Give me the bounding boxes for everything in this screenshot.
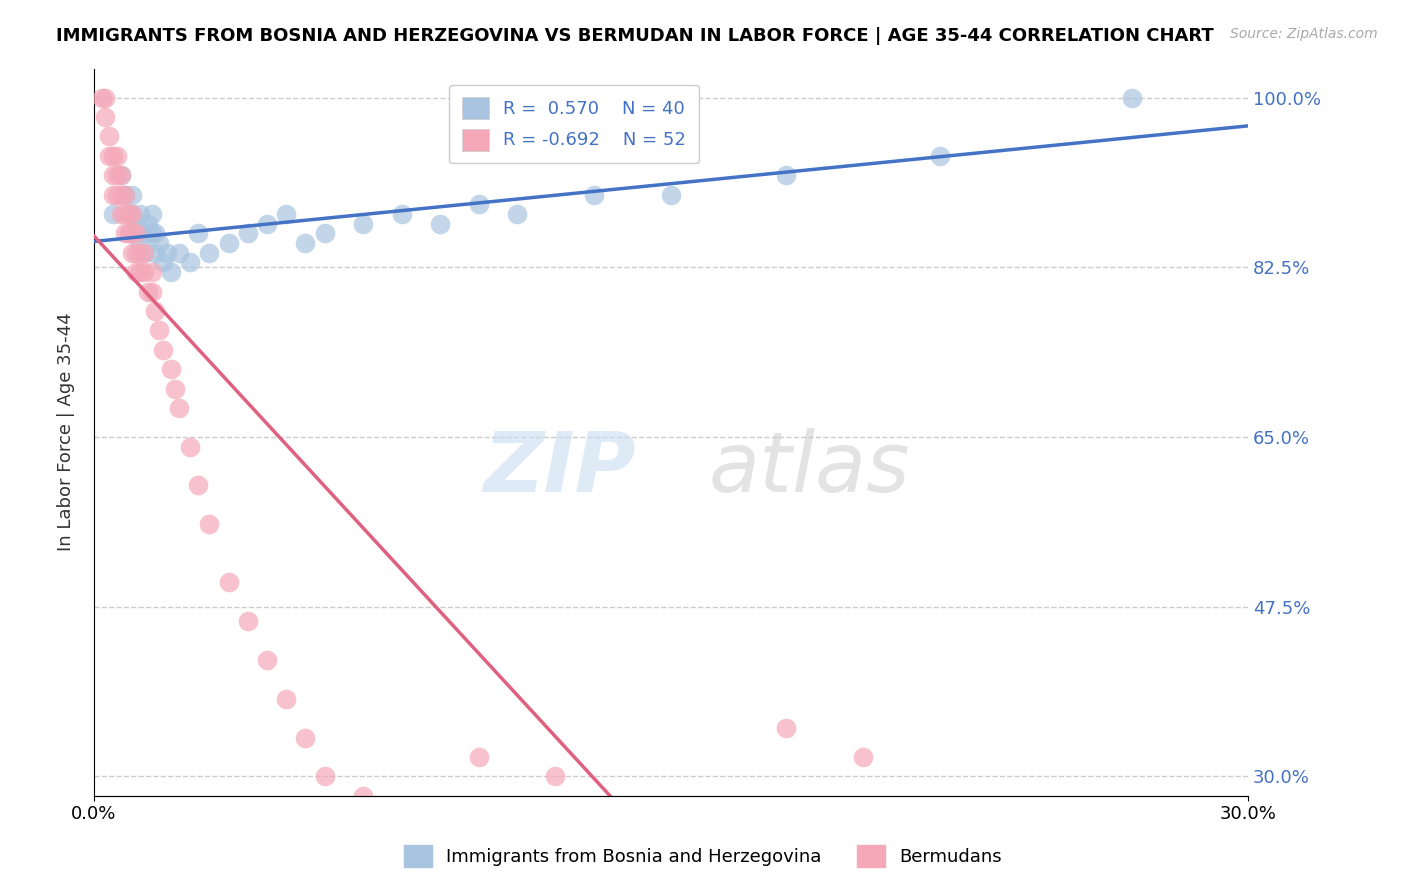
- Point: [198, 245, 221, 260]
- Point: [187, 478, 209, 492]
- Point: [117, 227, 139, 241]
- Point: [110, 168, 132, 182]
- Point: [121, 207, 143, 221]
- Point: [129, 265, 152, 279]
- Point: [141, 285, 163, 299]
- Point: [132, 245, 155, 260]
- Point: [187, 227, 209, 241]
- Point: [544, 769, 567, 783]
- Point: [98, 149, 121, 163]
- Point: [117, 227, 139, 241]
- Point: [218, 235, 240, 250]
- Text: ZIP: ZIP: [484, 428, 637, 509]
- Point: [105, 149, 128, 163]
- Point: [110, 187, 132, 202]
- Point: [276, 207, 298, 221]
- Point: [121, 187, 143, 202]
- Point: [101, 149, 124, 163]
- Point: [160, 362, 183, 376]
- Point: [506, 207, 529, 221]
- Point: [852, 750, 875, 764]
- Point: [129, 245, 152, 260]
- Point: [132, 227, 155, 241]
- Point: [121, 227, 143, 241]
- Point: [148, 323, 170, 337]
- Point: [352, 789, 374, 803]
- Point: [156, 245, 179, 260]
- Point: [129, 235, 152, 250]
- Point: [276, 691, 298, 706]
- Point: [145, 245, 167, 260]
- Point: [90, 90, 112, 104]
- Point: [179, 440, 201, 454]
- Text: IMMIGRANTS FROM BOSNIA AND HERZEGOVINA VS BERMUDAN IN LABOR FORCE | AGE 35-44 CO: IMMIGRANTS FROM BOSNIA AND HERZEGOVINA V…: [56, 27, 1213, 45]
- Legend: Immigrants from Bosnia and Herzegovina, Bermudans: Immigrants from Bosnia and Herzegovina, …: [396, 838, 1010, 874]
- Point: [314, 769, 336, 783]
- Point: [929, 149, 952, 163]
- Point: [94, 90, 117, 104]
- Y-axis label: In Labor Force | Age 35-44: In Labor Force | Age 35-44: [58, 313, 75, 551]
- Point: [132, 245, 155, 260]
- Point: [110, 168, 132, 182]
- Point: [167, 245, 190, 260]
- Point: [125, 227, 148, 241]
- Text: atlas: atlas: [709, 428, 910, 509]
- Point: [152, 255, 174, 269]
- Point: [121, 245, 143, 260]
- Point: [198, 517, 221, 532]
- Point: [148, 235, 170, 250]
- Point: [114, 187, 136, 202]
- Point: [775, 721, 797, 735]
- Point: [659, 187, 682, 202]
- Point: [163, 382, 186, 396]
- Point: [141, 265, 163, 279]
- Point: [314, 227, 336, 241]
- Point: [141, 227, 163, 241]
- Point: [132, 265, 155, 279]
- Text: Source: ZipAtlas.com: Source: ZipAtlas.com: [1230, 27, 1378, 41]
- Point: [145, 227, 167, 241]
- Point: [256, 217, 278, 231]
- Point: [125, 245, 148, 260]
- Point: [236, 227, 259, 241]
- Point: [141, 207, 163, 221]
- Point: [218, 575, 240, 590]
- Legend: R =  0.570    N = 40, R = -0.692    N = 52: R = 0.570 N = 40, R = -0.692 N = 52: [449, 85, 699, 163]
- Point: [352, 217, 374, 231]
- Point: [125, 217, 148, 231]
- Point: [160, 265, 183, 279]
- Point: [114, 187, 136, 202]
- Point: [256, 653, 278, 667]
- Point: [294, 235, 316, 250]
- Point: [294, 731, 316, 745]
- Point: [467, 750, 489, 764]
- Point: [467, 197, 489, 211]
- Point: [429, 217, 451, 231]
- Point: [105, 187, 128, 202]
- Point: [110, 207, 132, 221]
- Point: [136, 285, 159, 299]
- Point: [98, 129, 121, 144]
- Point: [125, 265, 148, 279]
- Point: [136, 217, 159, 231]
- Point: [167, 401, 190, 415]
- Point: [236, 614, 259, 628]
- Point: [152, 343, 174, 357]
- Point: [105, 168, 128, 182]
- Point: [117, 207, 139, 221]
- Point: [775, 168, 797, 182]
- Point: [94, 110, 117, 124]
- Point: [121, 207, 143, 221]
- Point: [101, 207, 124, 221]
- Point: [1121, 90, 1143, 104]
- Point: [114, 207, 136, 221]
- Point: [101, 168, 124, 182]
- Point: [179, 255, 201, 269]
- Point: [114, 227, 136, 241]
- Point: [391, 207, 413, 221]
- Point: [145, 304, 167, 318]
- Point: [101, 187, 124, 202]
- Point: [582, 187, 605, 202]
- Point: [129, 207, 152, 221]
